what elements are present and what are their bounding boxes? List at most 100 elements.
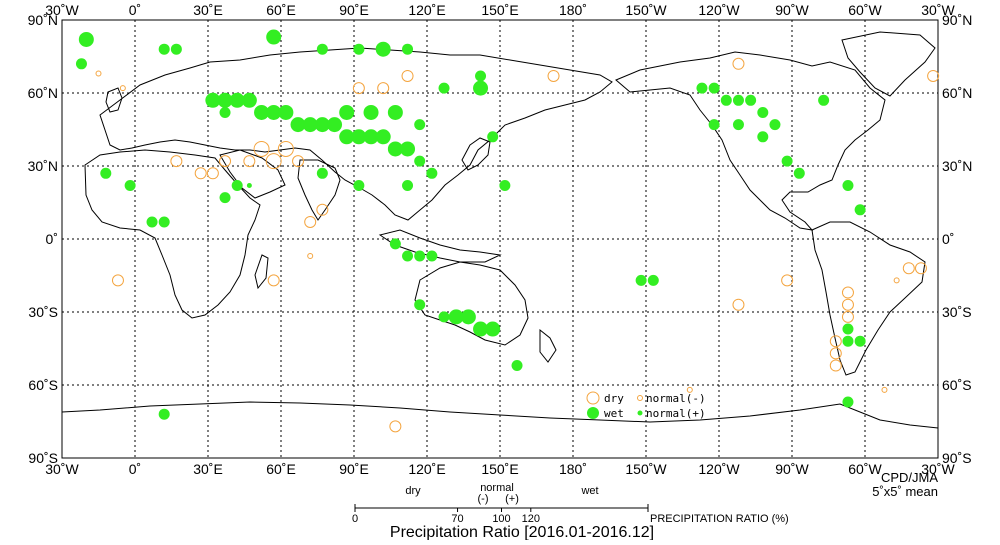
wet-station-marker [842, 323, 854, 335]
lon-label-top: 150˚W [625, 2, 667, 18]
wet-station-marker [487, 131, 499, 143]
wet-station-marker [302, 117, 318, 133]
coast-japan [461, 137, 491, 171]
dry-station-marker [389, 420, 402, 433]
dry-station-marker [902, 262, 915, 275]
dry-station-marker [781, 274, 794, 287]
wet-station-marker [708, 119, 720, 131]
lon-label-bottom: 150˚W [625, 461, 667, 477]
wet-station-marker [460, 309, 476, 325]
lon-label-bottom: 120˚E [408, 461, 445, 477]
lon-label-bottom: 0˚ [129, 461, 141, 477]
scale-axis-title: PRECIPITATION RATIO (%) [650, 513, 789, 525]
wet-station-marker [854, 335, 866, 347]
wet-station-marker [290, 117, 306, 133]
longitude-labels-bottom: 30˚W 0˚ 30˚E 60˚E 90˚E 120˚E 150˚E 180˚ 150˚W 120… [45, 461, 955, 477]
dry-station-marker [732, 298, 745, 311]
station-markers [75, 29, 940, 433]
dry-station-marker [829, 335, 842, 348]
wet-station-marker [375, 41, 391, 57]
dry-station-marker [841, 310, 854, 323]
dry-station-marker [316, 203, 329, 216]
scale-tick-label: 100 [492, 513, 510, 525]
wet-station-marker [426, 250, 438, 262]
wet-station-marker [78, 31, 94, 47]
legend-normal-minus-label: normal(-) [646, 392, 706, 405]
wet-station-marker [635, 274, 647, 286]
wet-station-marker [414, 299, 426, 311]
coast-antarctica [61, 401, 939, 429]
wet-station-marker [769, 119, 781, 131]
wet-station-marker [219, 106, 231, 118]
lon-label-bottom: 180˚ [559, 461, 587, 477]
dry-station-marker [352, 82, 365, 95]
scale-wet-label: wet [580, 485, 598, 497]
wet-station-marker [205, 92, 221, 108]
lon-label-top: 60˚E [266, 2, 296, 18]
wet-station-marker [400, 141, 416, 157]
wet-station-marker [438, 311, 450, 323]
wet-station-marker [387, 104, 403, 120]
coast-uk [105, 87, 123, 113]
latitude-labels-right: 90˚N 60˚N 30˚N 0˚ 30˚S 60˚S 90˚S [942, 12, 972, 466]
legend-normal-plus-symbol [637, 410, 643, 416]
scale-plus-label: (+) [505, 493, 519, 505]
wet-station-marker [426, 167, 438, 179]
wet-station-marker [414, 119, 426, 131]
wet-station-marker [842, 396, 854, 408]
scale-normal-label: normal [480, 482, 514, 494]
wet-station-marker [438, 82, 450, 94]
wet-station-marker [266, 29, 282, 45]
lat-label-left: 0˚ [46, 231, 58, 247]
wet-station-marker [485, 321, 501, 337]
dry-station-marker [267, 274, 280, 287]
wet-station-marker [353, 179, 365, 191]
wet-station-marker [448, 309, 464, 325]
wet-station-marker [402, 179, 414, 191]
dry-station-marker [401, 69, 414, 82]
wet-station-marker [158, 408, 170, 420]
coast-arabia [219, 149, 286, 199]
wet-station-marker [389, 238, 401, 250]
lon-label-top: 120˚E [408, 2, 445, 18]
wet-station-marker [696, 82, 708, 94]
wet-station-marker [375, 129, 391, 145]
lon-label-top: 180˚ [559, 2, 587, 18]
lon-label-bottom: 30˚W [921, 461, 955, 477]
legend-dry-symbol [586, 391, 600, 405]
dry-station-marker [206, 167, 219, 180]
lon-label-bottom: 60˚E [266, 461, 296, 477]
lat-label-right: 30˚N [942, 158, 972, 174]
coast-india [297, 159, 341, 221]
lon-label-top: 0˚ [129, 2, 141, 18]
lon-label-top: 60˚W [848, 2, 882, 18]
dry-station-marker [829, 347, 842, 360]
dry-station-marker [219, 155, 232, 168]
lon-label-top: 30˚W [45, 2, 79, 18]
lat-label-left: 30˚N [28, 158, 58, 174]
dry-station-marker [194, 167, 207, 180]
wet-station-marker [339, 104, 355, 120]
wet-station-marker [793, 167, 805, 179]
coast-madagascar [254, 254, 269, 290]
wet-station-marker [124, 179, 136, 191]
lat-label-right: 90˚N [942, 12, 972, 28]
lon-label-bottom: 90˚E [339, 461, 369, 477]
wet-station-marker [316, 43, 328, 55]
dry-station-marker [927, 69, 940, 82]
dry-station-marker [253, 140, 270, 157]
wet-station-marker [473, 80, 489, 96]
wet-station-marker [499, 179, 511, 191]
wet-station-marker [647, 274, 659, 286]
legend-normal-plus-label: normal(+) [646, 407, 706, 420]
wet-station-marker [231, 179, 243, 191]
lon-label-top: 90˚E [339, 2, 369, 18]
wet-station-marker [246, 182, 252, 188]
wet-station-marker [314, 117, 330, 133]
wet-station-marker [475, 70, 487, 82]
dry-station-marker [307, 253, 314, 260]
coastlines [61, 31, 939, 429]
ratio-scale: dry normal (-) (+) wet 0 70 100 120 PRECIPI… [352, 482, 789, 525]
legend-dry-label: dry [604, 392, 624, 405]
